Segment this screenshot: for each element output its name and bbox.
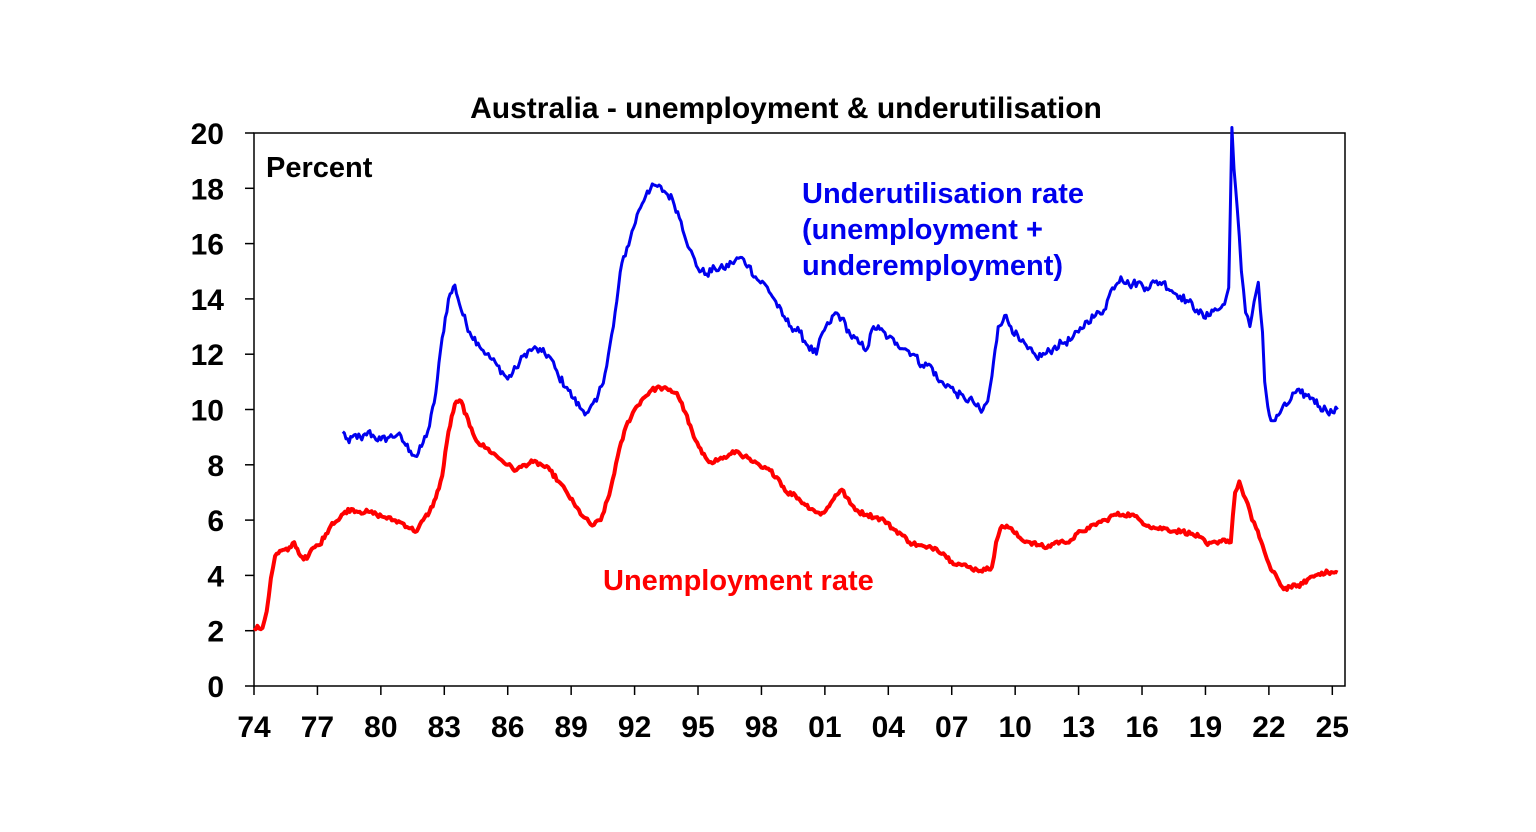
x-tick-label: 19 — [1189, 711, 1222, 744]
x-tick-label: 22 — [1252, 711, 1285, 744]
x-tick-label: 10 — [998, 711, 1031, 744]
y-tick-label: 20 — [191, 118, 224, 151]
x-tick-label: 92 — [618, 711, 651, 744]
x-tick-label: 80 — [364, 711, 397, 744]
y-tick-label: 14 — [191, 284, 225, 317]
plot-area-frame — [253, 132, 1346, 687]
y-tick-label: 0 — [207, 671, 224, 704]
chart-title: Australia - unemployment & underutilisat… — [470, 92, 1102, 125]
x-tick-label: 04 — [872, 711, 906, 744]
series-labels: Underutilisation rate (unemployment + unde… — [603, 178, 1084, 597]
y-tick-label: 8 — [207, 450, 224, 483]
y-tick-label: 12 — [191, 339, 224, 372]
unemployment-rate-label: Unemployment rate — [603, 565, 874, 597]
x-tick-label: 07 — [935, 711, 968, 744]
x-tick-label: 83 — [428, 711, 461, 744]
x-axis: 74 77 80 83 86 89 92 95 98 01 04 07 10 13 16 19 22 25 — [237, 686, 1349, 744]
underutilisation-rate-label: Underutilisation rate — [802, 178, 1084, 210]
x-tick-label: 98 — [745, 711, 778, 744]
y-axis: 0 2 4 6 8 10 12 14 16 18 20 — [191, 118, 254, 704]
x-tick-label: 16 — [1125, 711, 1158, 744]
y-tick-label: 16 — [191, 229, 224, 262]
y-axis-unit-label: Percent — [266, 152, 373, 184]
x-tick-label: 25 — [1316, 711, 1349, 744]
y-tick-label: 6 — [207, 505, 224, 538]
x-tick-label: 89 — [554, 711, 587, 744]
x-tick-label: 01 — [808, 711, 841, 744]
underutilisation-rate-line — [341, 126, 1339, 458]
x-tick-label: 74 — [237, 711, 271, 744]
x-tick-label: 95 — [681, 711, 714, 744]
underutilisation-rate-label: underemployment) — [802, 250, 1063, 282]
y-tick-label: 4 — [207, 560, 224, 593]
unemployment-rate-line — [252, 384, 1339, 632]
underutilisation-rate-label: (unemployment + — [802, 214, 1043, 246]
x-tick-label: 13 — [1062, 711, 1095, 744]
y-tick-label: 18 — [191, 173, 224, 206]
x-tick-label: 77 — [301, 711, 334, 744]
series-lines — [252, 126, 1339, 632]
y-tick-label: 2 — [207, 616, 224, 649]
y-tick-label: 10 — [191, 395, 224, 428]
x-tick-label: 86 — [491, 711, 524, 744]
